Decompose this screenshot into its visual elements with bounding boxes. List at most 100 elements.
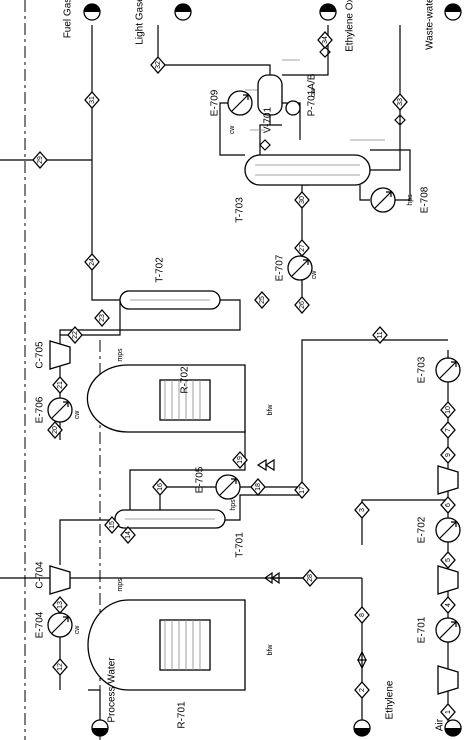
stream-marker xyxy=(67,326,83,344)
stream-marker xyxy=(294,191,310,209)
stream-marker xyxy=(354,606,370,624)
stream-number: 30 xyxy=(299,196,306,204)
stream-marker xyxy=(317,31,333,49)
stream-number: 23 xyxy=(99,314,106,322)
terminal-fill xyxy=(445,4,461,12)
stream-marker xyxy=(104,516,120,534)
stream-marker xyxy=(254,291,270,309)
equipment-label: E-705 xyxy=(195,466,206,493)
equipment-label: E-702 xyxy=(417,516,428,543)
stream-marker xyxy=(372,326,388,344)
equipment-label: E-709 xyxy=(210,89,221,116)
utility-label: mps xyxy=(117,348,124,362)
reactors xyxy=(86,364,246,691)
stream-number: 14 xyxy=(125,531,132,539)
equipment-label: E-706 xyxy=(35,396,46,423)
compressor xyxy=(437,665,459,695)
stream-number: 9 xyxy=(445,453,452,457)
utility-label: cw xyxy=(74,625,81,635)
stream-number: 32 xyxy=(155,61,162,69)
stream-number: 26 xyxy=(299,301,306,309)
stream-marker xyxy=(294,481,310,499)
exchanger-arrow xyxy=(231,94,249,112)
stream-number: 8 xyxy=(359,613,366,617)
terminal-fill xyxy=(175,4,191,12)
stream-number: 12 xyxy=(57,663,64,671)
utility-label: cw xyxy=(311,270,318,280)
stream-number: 25 xyxy=(259,296,266,304)
equipment-label: R-702 xyxy=(180,366,191,394)
compressor xyxy=(49,340,71,370)
utility-label: bfw xyxy=(267,644,274,656)
stream-marker xyxy=(152,478,168,496)
stream-number: 17 xyxy=(299,486,306,494)
stream-marker xyxy=(52,376,68,394)
stream-number: 4 xyxy=(445,603,452,607)
equipment-label: T-703 xyxy=(235,197,246,223)
stream-marker xyxy=(232,451,248,469)
stream-number: 13 xyxy=(57,601,64,609)
stream-number: 24 xyxy=(89,258,96,266)
utility-label: bfw xyxy=(267,404,274,416)
stream-number: 22 xyxy=(72,331,79,339)
terminal-label: Light Gases xyxy=(135,0,146,45)
stream-number: 5 xyxy=(445,558,452,562)
stream-marker xyxy=(302,569,318,587)
stream-marker xyxy=(94,309,110,327)
stream-marker xyxy=(294,296,310,314)
terminal-label: Air xyxy=(435,718,446,731)
utility-label: hps xyxy=(407,194,414,206)
stream-marker xyxy=(52,596,68,614)
exchanger-arrow xyxy=(374,191,392,209)
stream-marker xyxy=(440,401,456,419)
stream-number: 15 xyxy=(109,521,116,529)
stream-number: 21 xyxy=(57,381,64,389)
exchanger-arrow xyxy=(291,259,309,277)
equipment-label: E-701 xyxy=(417,616,428,643)
stream-number: 34 xyxy=(322,36,329,44)
stream-number: 1 xyxy=(445,710,452,714)
stream-number: 11 xyxy=(377,331,384,338)
stream-marker xyxy=(52,658,68,676)
stream-marker xyxy=(294,239,310,257)
terminal-fill xyxy=(320,4,336,12)
stream-marker xyxy=(440,703,456,721)
equipment-label: P-701A/B xyxy=(307,73,318,116)
stream-number: 3 xyxy=(359,508,366,512)
equipment-label: C-705 xyxy=(35,341,46,369)
utility-label: cw xyxy=(74,410,81,420)
utility-label: cw xyxy=(310,88,317,98)
terminal-fill xyxy=(84,4,100,12)
exchanger-arrow xyxy=(219,478,237,496)
stream-number: 20 xyxy=(52,426,59,434)
stream-number: 7 xyxy=(445,428,452,432)
stream-number: 19 xyxy=(237,456,244,464)
equipment-label: E-704 xyxy=(35,611,46,638)
stream-number: 31 xyxy=(89,96,96,104)
stream-marker xyxy=(354,501,370,519)
stream-number: 29 xyxy=(37,156,44,164)
stream-marker xyxy=(120,526,136,544)
stream-number: 10 xyxy=(445,406,452,414)
terminal-fill xyxy=(445,728,461,736)
compressor xyxy=(49,565,71,595)
dynamic-layer: Fuel Gas Light Gases Ethylene Oxide Waste-w… xyxy=(32,0,462,737)
terminal-label: Fuel Gas xyxy=(63,0,74,38)
exchanger-arrow xyxy=(439,521,457,539)
exchanger-arrow xyxy=(51,616,69,634)
stream-number: 6 xyxy=(445,503,452,507)
terminal-label: Process Water xyxy=(107,657,118,723)
stream-marker xyxy=(84,91,100,109)
exchanger-arrow xyxy=(439,621,457,639)
stream-marker xyxy=(440,446,456,464)
stream-marker xyxy=(440,551,456,569)
stream-number: 28 xyxy=(307,574,314,582)
stream-marker xyxy=(440,496,456,514)
stream-marker xyxy=(32,151,48,169)
columns xyxy=(114,46,406,670)
stream-marker xyxy=(47,421,63,439)
equipment-label: V-701 xyxy=(263,106,274,133)
stream-marker xyxy=(354,681,370,699)
equipment-label: E-708 xyxy=(420,186,431,213)
